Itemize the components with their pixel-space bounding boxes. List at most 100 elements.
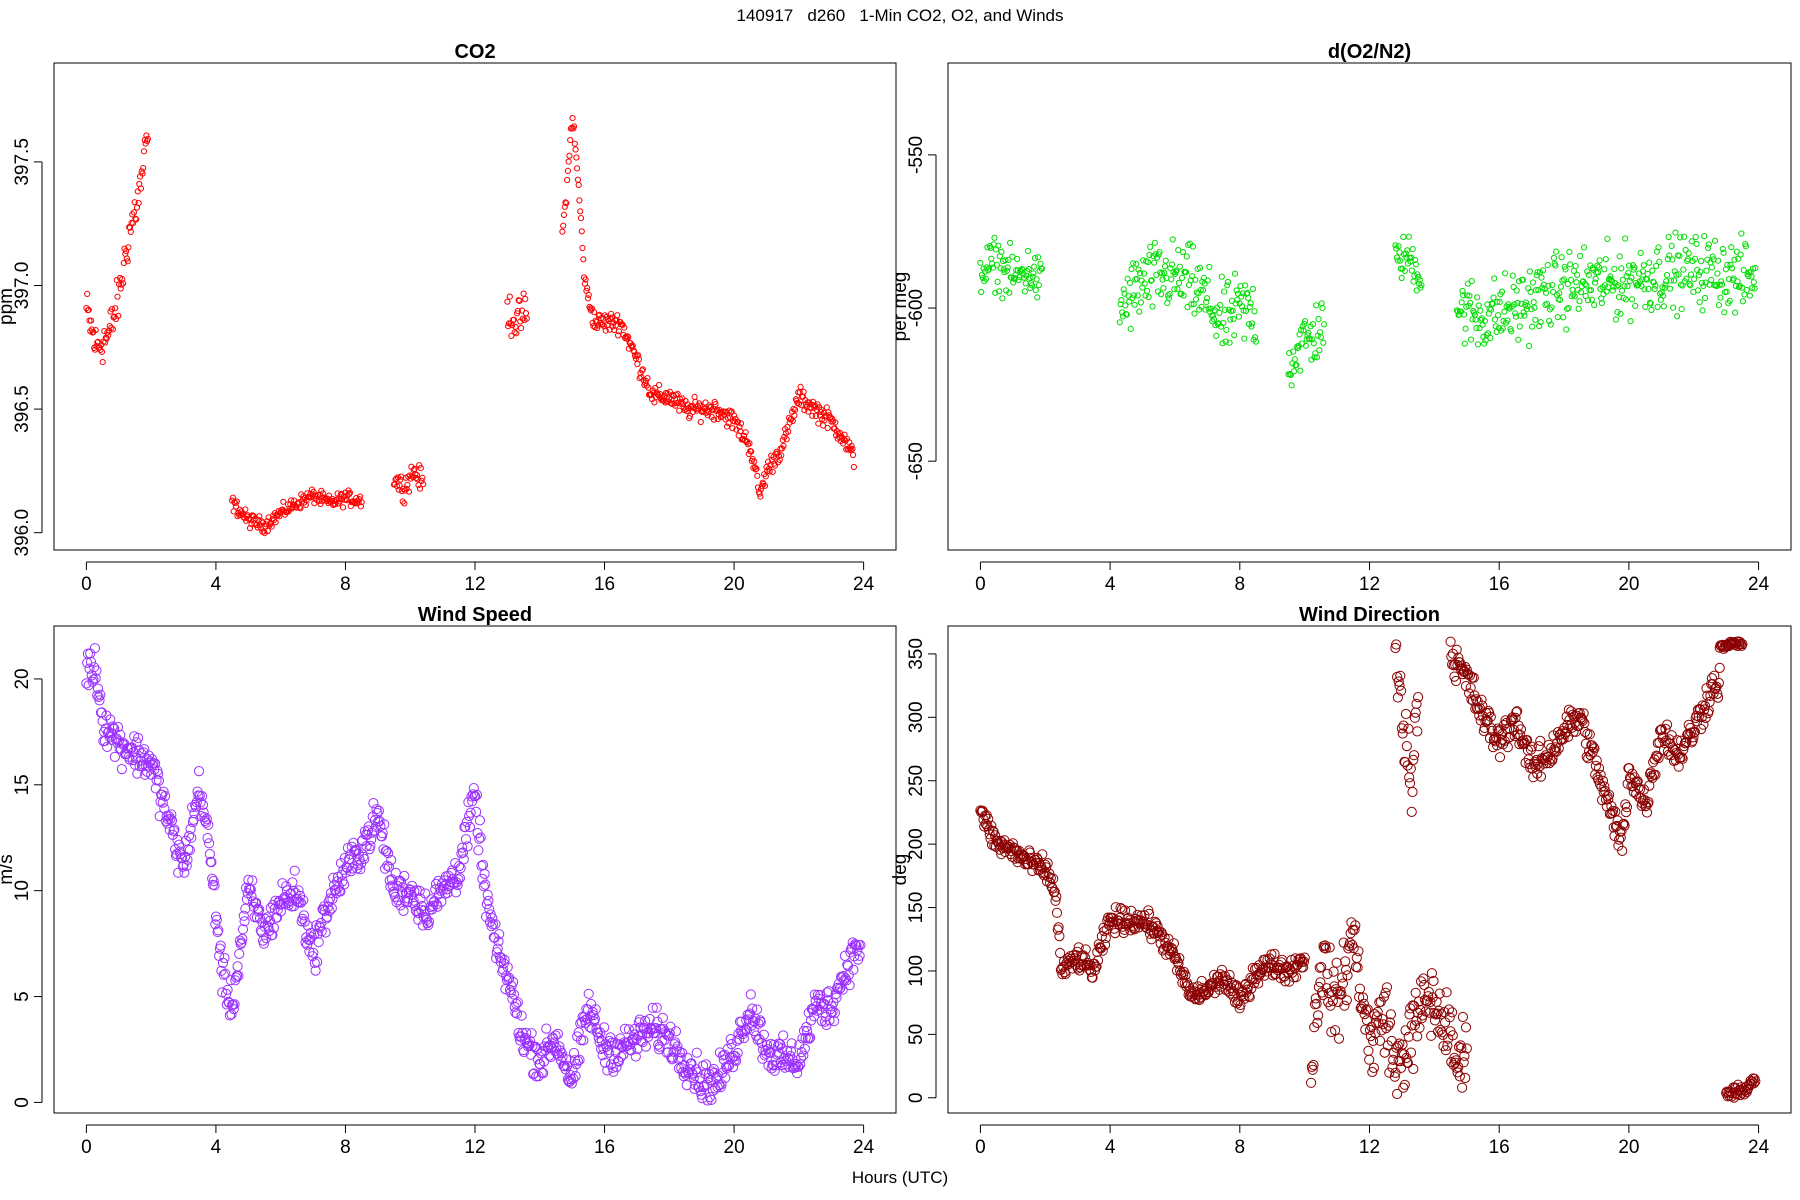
data-point xyxy=(1387,1062,1398,1073)
data-point xyxy=(306,931,317,943)
data-point xyxy=(1300,327,1307,334)
data-point xyxy=(386,874,398,885)
data-point xyxy=(1674,313,1681,320)
data-point xyxy=(1235,313,1243,320)
data-point xyxy=(1149,927,1160,939)
data-point xyxy=(1124,915,1135,926)
data-point xyxy=(731,412,738,419)
data-point xyxy=(490,919,501,930)
data-point xyxy=(1567,276,1575,283)
data-point xyxy=(567,137,574,144)
data-point xyxy=(692,1067,703,1078)
x-tick-label: 4 xyxy=(211,574,222,595)
data-point xyxy=(538,1056,550,1067)
data-point xyxy=(704,1092,716,1103)
data-point xyxy=(1716,281,1723,288)
data-point xyxy=(1447,1030,1458,1041)
data-point xyxy=(1034,294,1041,301)
data-point xyxy=(639,366,646,373)
data-point xyxy=(1122,302,1129,309)
data-point xyxy=(1728,244,1735,251)
data-point xyxy=(1190,301,1197,308)
data-point xyxy=(992,289,999,296)
data-point xyxy=(436,896,447,907)
data-point xyxy=(1213,332,1220,339)
data-point xyxy=(484,904,495,915)
data-point xyxy=(576,1016,587,1028)
y-axis-label: m/s xyxy=(0,854,17,885)
data-point xyxy=(298,910,310,921)
data-point xyxy=(988,255,995,262)
data-point xyxy=(1590,760,1602,772)
data-point xyxy=(1522,735,1533,746)
data-point xyxy=(1291,356,1298,363)
data-point xyxy=(1468,672,1479,683)
data-point xyxy=(107,721,118,732)
data-point xyxy=(1673,271,1680,278)
data-point xyxy=(413,474,420,482)
data-point xyxy=(160,791,171,802)
data-point xyxy=(726,1039,737,1050)
data-point xyxy=(1714,270,1721,277)
data-point xyxy=(233,498,240,505)
data-point xyxy=(1359,1009,1370,1020)
x-tick-label: 24 xyxy=(1748,574,1770,595)
data-point xyxy=(209,880,220,891)
data-point xyxy=(1740,266,1747,274)
data-point xyxy=(1686,737,1697,748)
data-point xyxy=(1576,298,1583,305)
data-point xyxy=(460,822,471,833)
data-point xyxy=(1395,670,1406,681)
data-point xyxy=(1298,962,1309,973)
x-tick-label: 4 xyxy=(211,1137,222,1158)
data-point xyxy=(1617,845,1628,857)
data-point xyxy=(1513,287,1520,294)
data-point xyxy=(1629,296,1636,303)
data-point xyxy=(1166,942,1177,954)
data-point xyxy=(1357,992,1369,1003)
data-point xyxy=(783,436,790,443)
x-tick-label: 16 xyxy=(594,1137,615,1158)
data-point xyxy=(993,262,1000,269)
data-point xyxy=(602,327,609,334)
data-point xyxy=(483,895,494,907)
data-point xyxy=(1374,1035,1386,1046)
data-point xyxy=(1168,938,1180,949)
data-point xyxy=(1457,1082,1468,1093)
x-tick-label: 12 xyxy=(1359,574,1380,595)
data-point xyxy=(114,293,121,300)
data-point xyxy=(1412,261,1420,268)
data-point xyxy=(1457,1011,1469,1023)
data-point xyxy=(1683,275,1690,282)
data-point xyxy=(1288,382,1295,389)
data-point xyxy=(625,334,632,341)
data-point xyxy=(1187,277,1194,284)
data-point xyxy=(396,876,407,888)
data-point xyxy=(487,913,498,924)
data-point xyxy=(399,870,410,882)
data-point xyxy=(458,854,469,865)
data-point xyxy=(1110,902,1121,913)
data-point xyxy=(550,1030,561,1041)
data-point xyxy=(398,905,409,917)
data-point xyxy=(1188,301,1195,308)
data-point xyxy=(590,1004,601,1015)
data-point xyxy=(400,896,411,907)
data-point xyxy=(1459,1050,1470,1062)
data-point xyxy=(1035,254,1042,261)
data-point xyxy=(1535,771,1547,782)
data-point xyxy=(197,799,208,811)
data-point xyxy=(1094,942,1105,953)
data-point xyxy=(313,937,324,948)
data-point xyxy=(1666,252,1673,259)
data-point xyxy=(1565,305,1572,312)
data-point xyxy=(1680,738,1691,749)
x-tick-label: 8 xyxy=(340,1137,351,1158)
data-point xyxy=(976,807,987,818)
data-point xyxy=(755,1017,766,1028)
data-point xyxy=(1588,296,1596,303)
data-point xyxy=(667,1054,678,1065)
data-point xyxy=(1207,305,1215,312)
data-point xyxy=(418,477,425,484)
data-point xyxy=(1136,910,1147,921)
